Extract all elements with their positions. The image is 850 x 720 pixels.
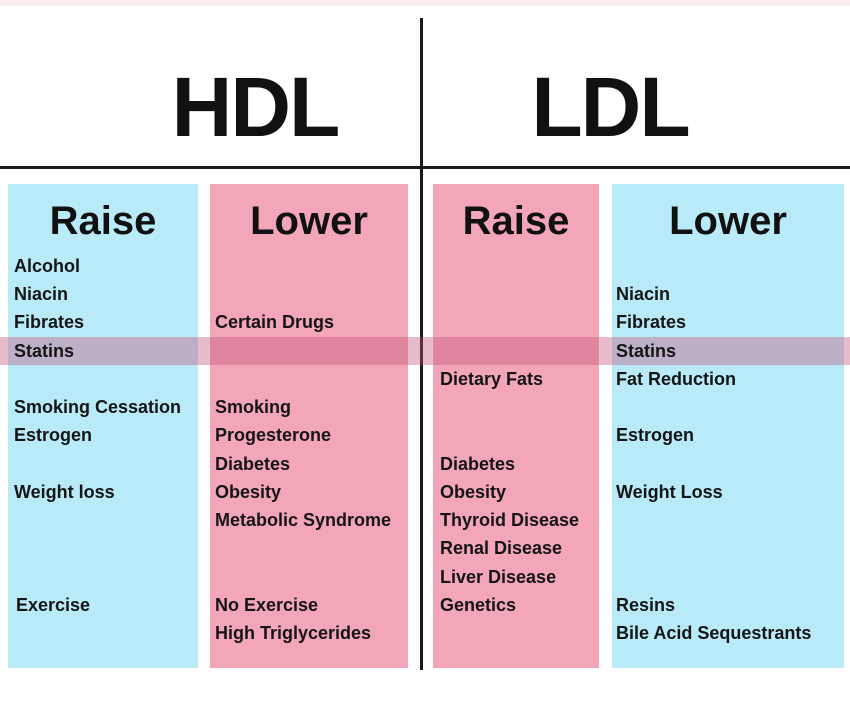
hdl-lower-item: Metabolic Syndrome — [215, 510, 392, 530]
hdl-raise-item: Smoking Cessation — [14, 397, 182, 417]
hdl-lower-item: High Triglycerides — [215, 623, 372, 643]
ldl-raise-item: Obesity — [440, 482, 507, 502]
hdl-lower-item: Diabetes — [215, 454, 291, 474]
ldl-lower-column — [612, 184, 844, 668]
ldl-lower-item: Niacin — [616, 284, 671, 304]
hdl-raise-column — [8, 184, 198, 668]
ldl-lower-item: Fibrates — [616, 312, 687, 332]
ldl-raise-item: Genetics — [440, 595, 517, 615]
ldl-heading: LDL — [531, 60, 690, 154]
ldl-raise-item: Dietary Fats — [440, 369, 544, 389]
ldl-raise-item: Thyroid Disease — [440, 510, 580, 530]
hdl-raise-item: Niacin — [14, 284, 69, 304]
hdl-lower-title: Lower — [250, 199, 368, 243]
hdl-lower-column — [210, 184, 408, 668]
hdl-raise-item: Alcohol — [14, 256, 80, 276]
hdl-raise-title: Raise — [49, 199, 157, 243]
ldl-lower-item: Resins — [616, 595, 676, 615]
ldl-lower-title: Lower — [669, 199, 787, 243]
hdl-raise-item: Fibrates — [14, 312, 85, 332]
hdl-lower-item: Smoking — [215, 397, 292, 417]
vertical-divider — [420, 18, 423, 670]
ldl-raise-item: Renal Disease — [440, 538, 563, 558]
hdl-raise-item: Estrogen — [14, 425, 93, 445]
ldl-lower-item: Estrogen — [616, 425, 695, 445]
hdl-raise-item: Exercise — [16, 595, 91, 615]
ldl-lower-item: Bile Acid Sequestrants — [616, 623, 812, 643]
hdl-raise-item: Weight loss — [14, 482, 115, 502]
hdl-lower-item: Certain Drugs — [215, 312, 335, 332]
hdl-lower-item: Progesterone — [215, 425, 332, 445]
ldl-lower-item: Statins — [616, 341, 677, 361]
ldl-raise-item: Diabetes — [440, 454, 516, 474]
ldl-lower-item: Fat Reduction — [616, 369, 736, 389]
hdl-lower-item: Obesity — [215, 482, 282, 502]
hdl-lower-item: No Exercise — [215, 595, 319, 615]
hdl-raise-item: Statins — [14, 341, 75, 361]
statins-highlight-band — [0, 337, 850, 365]
hdl-heading: HDL — [171, 60, 341, 154]
horizontal-divider — [0, 166, 850, 169]
ldl-raise-title: Raise — [462, 199, 570, 243]
ldl-raise-item: Liver Disease — [440, 567, 557, 587]
ldl-lower-item: Weight Loss — [616, 482, 723, 502]
top-strip — [0, 0, 850, 6]
ldl-raise-column — [433, 184, 599, 668]
